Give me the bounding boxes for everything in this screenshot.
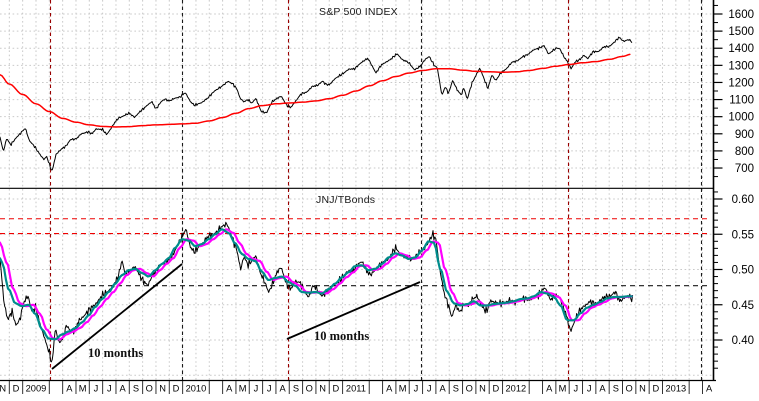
y-axis-tick-label: 1600 (728, 9, 754, 21)
month-label: J (107, 384, 112, 394)
year-label: 2012 (506, 384, 527, 394)
month-label: A (120, 384, 127, 394)
ratio-ma-teal (0, 228, 633, 341)
y-axis-tick-label: 1500 (728, 26, 754, 38)
annotation-10-months-2: 10 months (314, 329, 370, 343)
month-label: J (414, 384, 419, 394)
top-panel-title: S&P 500 INDEX (319, 6, 398, 18)
month-label: A (66, 384, 73, 394)
month-label: A (439, 384, 446, 394)
month-label: N (639, 384, 646, 394)
month-label: N (159, 384, 166, 394)
sp500-price (0, 36, 633, 171)
sp500-moving-average (0, 53, 631, 128)
year-label: 2009 (26, 384, 47, 394)
month-label: A (386, 384, 393, 394)
month-label: S (293, 384, 299, 394)
month-label: S (133, 384, 139, 394)
month-label: A (599, 384, 606, 394)
month-label: M (399, 384, 407, 394)
y-axis-tick-label: 0.45 (732, 300, 754, 312)
y-axis-ticks: 1600 1500 1400 1300 1200 1100 1000 900 800 700 0.6… (713, 4, 754, 369)
month-label: J (254, 384, 259, 394)
y-axis-tick-label: 1000 (728, 112, 754, 124)
y-axis-tick-label: 800 (735, 146, 754, 158)
month-label: D (652, 384, 659, 394)
year-label: 2010 (186, 384, 207, 394)
y-axis-tick-label: 0.55 (732, 229, 754, 241)
month-label: J (574, 384, 579, 394)
x-axis-labels: N D 2009 A M J J A S O N D 2010 A M J J A S O N D 2011 A M J J A S O N… (0, 381, 713, 394)
y-axis-tick-label: 1300 (728, 60, 754, 72)
month-label: M (79, 384, 87, 394)
month-label: D (493, 384, 500, 394)
y-axis-tick-label: 0.40 (732, 335, 754, 347)
month-label: A (546, 384, 553, 394)
month-label: D (173, 384, 180, 394)
month-label: S (613, 384, 619, 394)
axes (0, 0, 716, 382)
value-gridlines (0, 13, 713, 376)
month-label: O (466, 384, 473, 394)
bottom-panel-series (0, 221, 634, 363)
y-axis-tick-label: 700 (735, 163, 754, 175)
month-label: N (319, 384, 326, 394)
month-label: A (706, 384, 713, 394)
top-panel-series (0, 36, 633, 171)
month-label: J (427, 384, 432, 394)
trendline (51, 263, 183, 370)
y-axis-tick-label: 0.50 (732, 265, 754, 277)
month-label: M (559, 384, 567, 394)
y-axis-tick-label: 1200 (728, 77, 754, 89)
month-label: D (13, 384, 20, 394)
trendline (286, 281, 421, 340)
year-label: 2011 (346, 384, 366, 394)
annotation-10-months-1: 10 months (88, 346, 144, 360)
month-label: O (626, 384, 633, 394)
y-axis-tick-label: 1100 (729, 95, 754, 107)
month-label: A (226, 384, 233, 394)
ratio-ma-magenta (0, 228, 633, 341)
month-label: N (479, 384, 486, 394)
month-label: M (239, 384, 247, 394)
month-label: S (453, 384, 459, 394)
month-gridlines (8, 0, 703, 380)
month-label: N (0, 384, 6, 394)
y-axis-tick-label: 0.60 (732, 194, 754, 206)
month-label: J (267, 384, 272, 394)
year-label: 2013 (665, 384, 686, 394)
jnj-tbonds-ratio (0, 221, 634, 363)
month-label: O (306, 384, 313, 394)
month-label: J (587, 384, 592, 394)
y-axis-tick-label: 1400 (728, 43, 754, 55)
bottom-panel-title: JNJ/TBonds (316, 194, 376, 206)
month-label: O (146, 384, 153, 394)
month-label: A (279, 384, 286, 394)
month-label: J (94, 384, 99, 394)
trendlines (51, 263, 421, 370)
threshold-lines (0, 218, 710, 287)
y-axis-tick-label: 900 (735, 129, 754, 141)
event-lines (49, 0, 703, 380)
month-label: D (333, 384, 340, 394)
